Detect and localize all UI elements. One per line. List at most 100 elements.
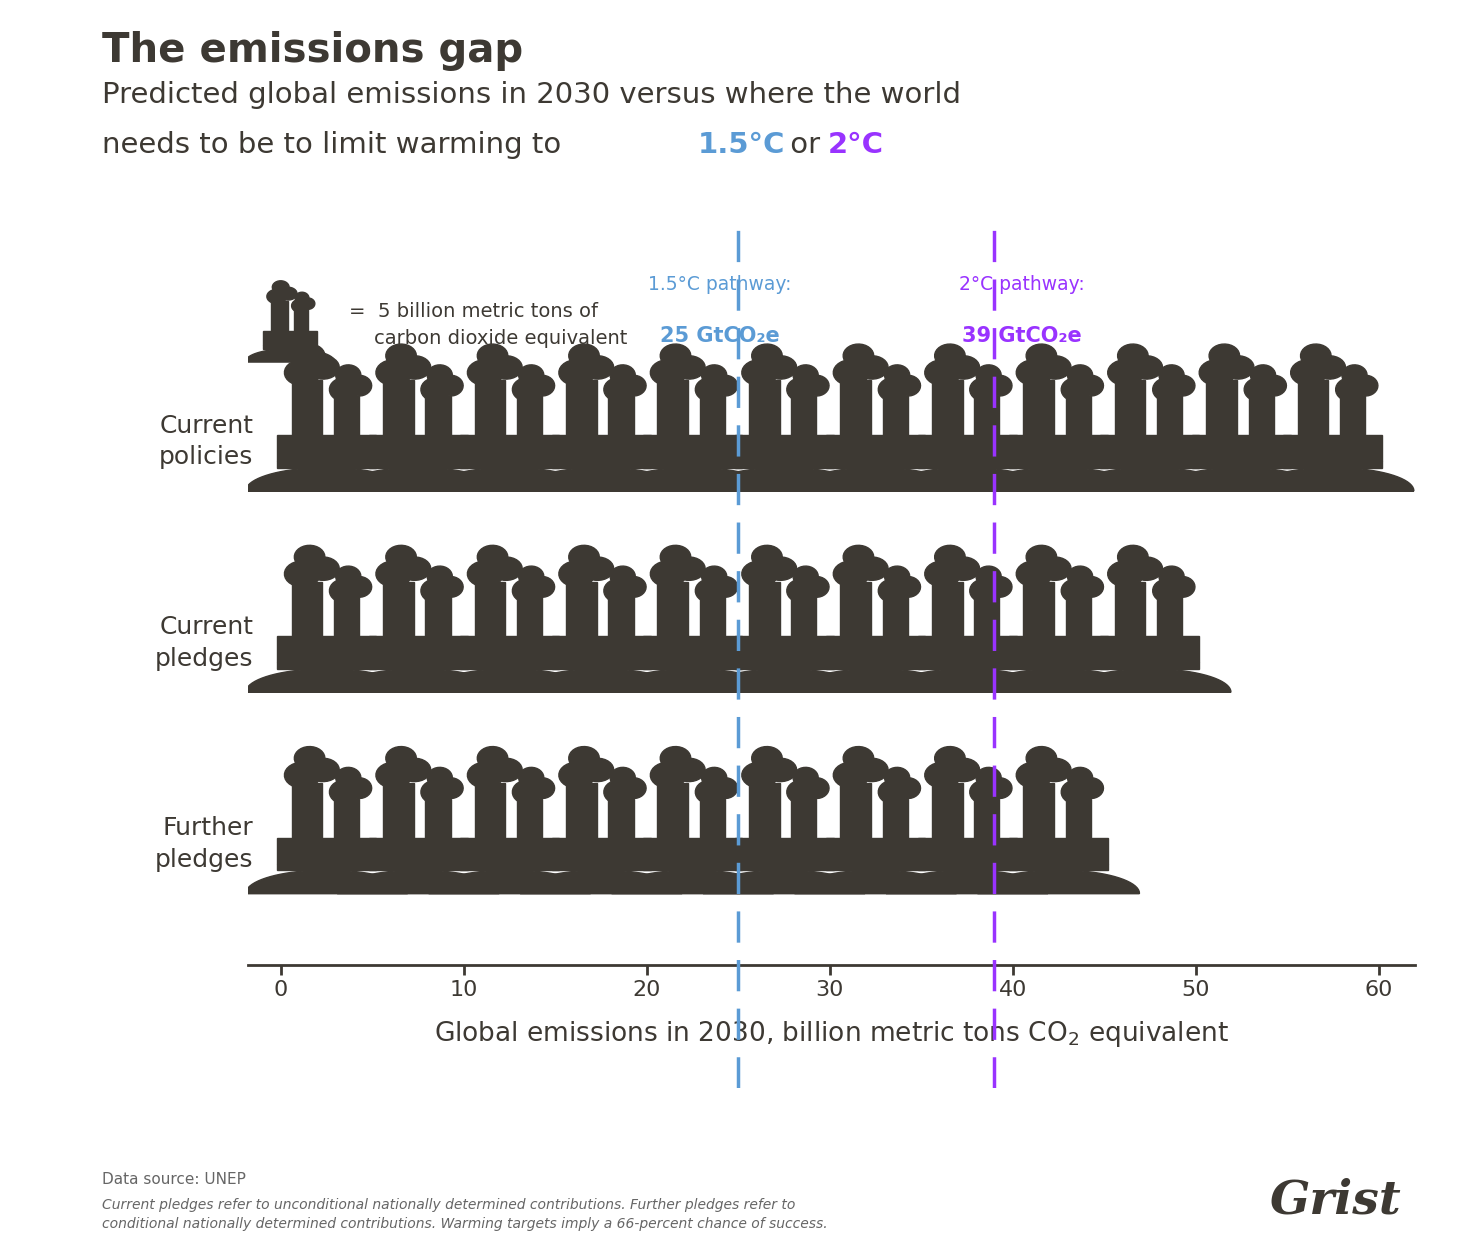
Polygon shape bbox=[516, 598, 543, 636]
Polygon shape bbox=[467, 762, 503, 788]
Polygon shape bbox=[552, 864, 651, 870]
Polygon shape bbox=[552, 435, 651, 461]
Polygon shape bbox=[460, 461, 559, 468]
Polygon shape bbox=[512, 780, 541, 804]
Polygon shape bbox=[1118, 545, 1148, 569]
Polygon shape bbox=[1068, 566, 1093, 586]
Polygon shape bbox=[795, 669, 957, 692]
Polygon shape bbox=[883, 799, 907, 838]
Polygon shape bbox=[559, 762, 595, 788]
Polygon shape bbox=[277, 662, 376, 669]
Polygon shape bbox=[608, 799, 633, 838]
Polygon shape bbox=[658, 782, 689, 838]
Polygon shape bbox=[245, 669, 407, 692]
Polygon shape bbox=[734, 636, 833, 662]
Polygon shape bbox=[1069, 468, 1231, 491]
Polygon shape bbox=[840, 782, 871, 838]
Polygon shape bbox=[245, 349, 334, 361]
Polygon shape bbox=[856, 558, 889, 580]
Polygon shape bbox=[422, 579, 449, 602]
Polygon shape bbox=[1170, 576, 1195, 598]
Polygon shape bbox=[610, 768, 635, 788]
Text: Predicted global emissions in 2030 versus where the world: Predicted global emissions in 2030 versu… bbox=[102, 81, 961, 109]
Polygon shape bbox=[925, 762, 960, 788]
Polygon shape bbox=[559, 360, 595, 385]
Polygon shape bbox=[369, 662, 468, 669]
Polygon shape bbox=[347, 375, 372, 396]
Polygon shape bbox=[429, 468, 591, 491]
Polygon shape bbox=[1299, 380, 1328, 435]
Polygon shape bbox=[292, 380, 322, 435]
Polygon shape bbox=[1300, 344, 1331, 367]
Polygon shape bbox=[519, 468, 683, 491]
Text: or: or bbox=[781, 131, 829, 159]
Polygon shape bbox=[337, 870, 499, 894]
Polygon shape bbox=[369, 864, 468, 870]
Polygon shape bbox=[1017, 762, 1052, 788]
Polygon shape bbox=[658, 581, 689, 636]
Polygon shape bbox=[925, 561, 960, 586]
Polygon shape bbox=[658, 380, 689, 435]
Polygon shape bbox=[883, 598, 907, 636]
Polygon shape bbox=[696, 780, 724, 804]
Polygon shape bbox=[786, 378, 816, 401]
Polygon shape bbox=[1068, 365, 1093, 385]
Polygon shape bbox=[438, 778, 463, 799]
Polygon shape bbox=[1107, 360, 1144, 385]
Polygon shape bbox=[1199, 360, 1236, 385]
Polygon shape bbox=[986, 375, 1013, 396]
Polygon shape bbox=[978, 468, 1139, 491]
Polygon shape bbox=[608, 396, 633, 435]
Polygon shape bbox=[734, 838, 833, 864]
Polygon shape bbox=[385, 545, 416, 569]
Polygon shape bbox=[673, 558, 705, 580]
Text: 1.5°C pathway:: 1.5°C pathway: bbox=[648, 275, 792, 294]
Polygon shape bbox=[490, 356, 522, 379]
Polygon shape bbox=[1115, 380, 1145, 435]
Polygon shape bbox=[765, 356, 797, 379]
Polygon shape bbox=[661, 344, 690, 367]
Polygon shape bbox=[734, 662, 833, 669]
Polygon shape bbox=[896, 375, 921, 396]
Polygon shape bbox=[884, 566, 910, 586]
Polygon shape bbox=[1061, 378, 1090, 401]
Polygon shape bbox=[1158, 566, 1185, 586]
Polygon shape bbox=[1078, 778, 1103, 799]
Polygon shape bbox=[263, 345, 318, 349]
Polygon shape bbox=[1023, 782, 1053, 838]
Polygon shape bbox=[385, 746, 416, 770]
Polygon shape bbox=[1210, 344, 1240, 367]
Polygon shape bbox=[1100, 636, 1199, 662]
Polygon shape bbox=[1061, 780, 1090, 804]
Polygon shape bbox=[794, 768, 818, 788]
Polygon shape bbox=[1017, 360, 1052, 385]
Polygon shape bbox=[1065, 598, 1091, 636]
Polygon shape bbox=[295, 292, 309, 304]
Polygon shape bbox=[1026, 545, 1056, 569]
Polygon shape bbox=[1313, 356, 1345, 379]
Polygon shape bbox=[748, 581, 779, 636]
Polygon shape bbox=[1245, 378, 1272, 401]
Polygon shape bbox=[376, 561, 411, 586]
Polygon shape bbox=[438, 576, 463, 598]
Polygon shape bbox=[306, 558, 340, 580]
Polygon shape bbox=[804, 375, 829, 396]
Polygon shape bbox=[516, 396, 543, 435]
Polygon shape bbox=[696, 378, 724, 401]
Polygon shape bbox=[643, 636, 743, 662]
Polygon shape bbox=[878, 780, 907, 804]
Polygon shape bbox=[856, 759, 889, 781]
Polygon shape bbox=[970, 579, 998, 602]
Text: Data source: UNEP: Data source: UNEP bbox=[102, 1172, 247, 1188]
Polygon shape bbox=[610, 566, 635, 586]
Polygon shape bbox=[1352, 375, 1377, 396]
Polygon shape bbox=[1065, 396, 1091, 435]
Polygon shape bbox=[1068, 768, 1093, 788]
Polygon shape bbox=[970, 378, 998, 401]
Polygon shape bbox=[474, 782, 505, 838]
Polygon shape bbox=[1131, 356, 1163, 379]
Polygon shape bbox=[1153, 579, 1182, 602]
Polygon shape bbox=[285, 561, 321, 586]
Text: 25 GtCO₂e: 25 GtCO₂e bbox=[659, 325, 781, 345]
Polygon shape bbox=[1039, 558, 1071, 580]
